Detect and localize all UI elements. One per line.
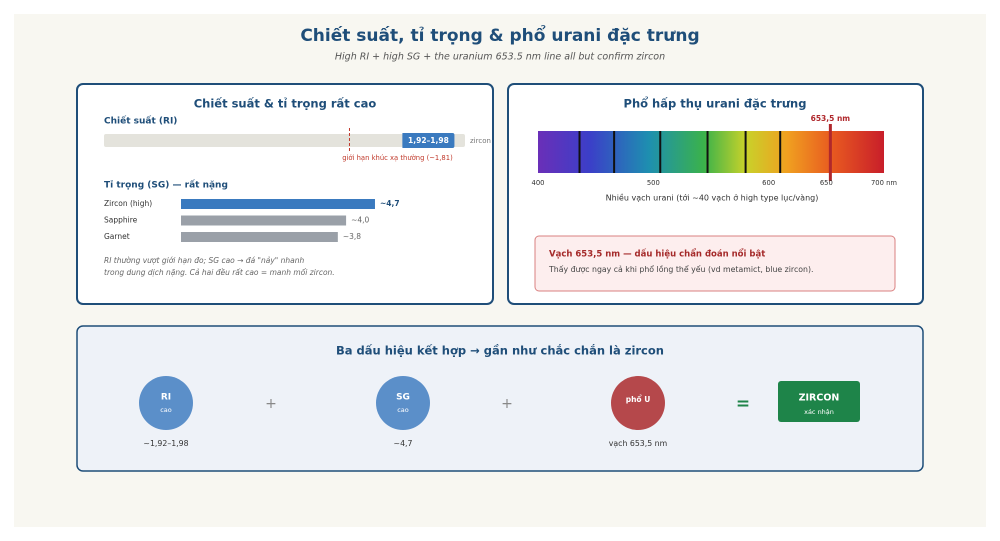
sg-bar: [181, 199, 375, 209]
marker-label: 653,5 nm: [811, 114, 851, 123]
x-tick-label: 700 nm: [871, 179, 897, 187]
x-tick-label: 400: [532, 179, 545, 187]
operator: =: [736, 394, 750, 414]
sign-circle: [376, 376, 430, 430]
ri-track: [104, 134, 465, 147]
operator: +: [265, 396, 277, 412]
sign-circle: [139, 376, 193, 430]
note-line: RI thường vượt giới hạn đo; SG cao → đá …: [104, 256, 304, 265]
sg-category: Zircon (high): [104, 199, 152, 208]
sg-category: Garnet: [104, 232, 130, 241]
x-tick-label: 600: [762, 179, 775, 187]
sign-sublabel: cao: [160, 406, 172, 414]
sign-label: SG: [396, 393, 410, 403]
x-tick-label: 500: [647, 179, 660, 187]
result-sublabel: xác nhận: [804, 408, 834, 416]
spectrum-caption: Nhiều vạch urani (tới ~40 vạch ở high ty…: [606, 193, 819, 204]
sg-value-label: ~4,0: [351, 216, 369, 225]
sign-caption: vạch 653,5 nm: [609, 439, 667, 448]
sign-label: RI: [161, 393, 171, 403]
operator: +: [501, 396, 513, 412]
sg-category: Sapphire: [104, 216, 138, 225]
sign-sublabel: cao: [397, 406, 409, 414]
panel-title: Chiết suất & tỉ trọng rất cao: [194, 97, 377, 111]
title: Chiết suất, tỉ trọng & phổ urani đặc trư…: [300, 24, 699, 46]
sign-label: phổ U: [626, 395, 651, 404]
ri-range-label: 1,92–1,98: [408, 136, 449, 145]
sg-value-label: ~4,7: [380, 199, 400, 208]
ri-range: [402, 133, 432, 148]
sign-caption: ~1,92–1,98: [143, 439, 188, 448]
result-box: [778, 381, 860, 422]
subtitle: High RI + high SG + the uranium 653.5 nm…: [335, 52, 665, 63]
result-label: ZIRCON: [799, 393, 840, 404]
spectrum: [538, 131, 884, 173]
ri-end-label: zircon: [470, 137, 491, 145]
callout-text: Thấy được ngay cả khi phổ lồng thể yếu (…: [548, 265, 813, 274]
sign-circle: [611, 376, 665, 430]
callout-title: Vạch 653,5 nm — dấu hiệu chẩn đoán nổi b…: [549, 248, 765, 260]
sg-bar: [181, 232, 338, 242]
x-tick-label: 650: [820, 179, 833, 187]
note-line: trong dung dịch nặng. Cả hai đều rất cao…: [104, 268, 335, 277]
ri-label: Chiết suất (RI): [104, 116, 177, 127]
bottom-panel: [76, 325, 924, 472]
sign-caption: ~4,7: [394, 439, 413, 448]
sg-bar: [181, 215, 347, 226]
panel-title: Ba dấu hiệu kết hợp → gần như chắc chắn …: [336, 344, 664, 358]
callout: [534, 235, 896, 292]
sg-value-label: ~3,8: [343, 232, 361, 241]
ri-limit-label: giới hạn khúc xạ thường (~1,81): [342, 154, 453, 162]
panel-title: Phổ hấp thụ urani đặc trưng: [624, 96, 807, 111]
sg-label: Tỉ trọng (SG) — rất nặng: [104, 180, 228, 191]
